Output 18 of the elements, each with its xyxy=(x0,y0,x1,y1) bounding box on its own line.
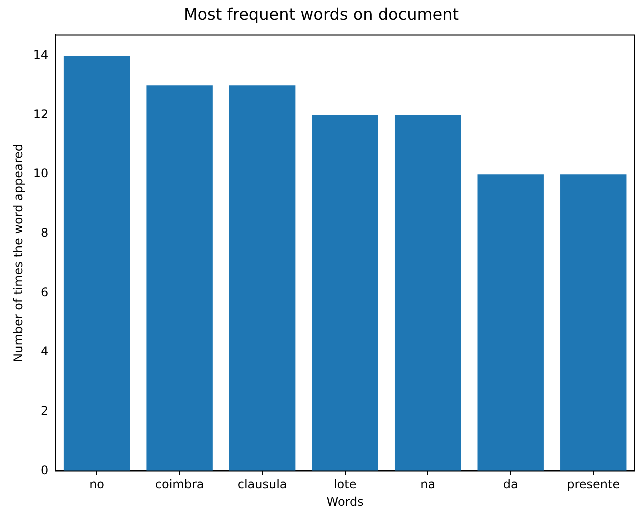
x-tick-label: da xyxy=(503,478,518,492)
chart-title: Most frequent words on document xyxy=(184,4,460,24)
y-tick-label: 4 xyxy=(41,344,49,359)
x-tick-label: lote xyxy=(334,478,357,492)
x-axis-title: Words xyxy=(326,494,364,509)
y-tick-label: 0 xyxy=(41,463,49,478)
y-tick-label: 14 xyxy=(33,48,49,62)
x-tick-label: presente xyxy=(567,478,620,492)
y-axis-title: Number of times the word appeared xyxy=(11,144,26,362)
y-tick-label: 6 xyxy=(41,285,49,300)
x-tick-label: clausula xyxy=(238,478,288,492)
x-tick-label: na xyxy=(420,478,436,492)
y-tick-label: 8 xyxy=(41,226,49,240)
y-tick-label: 12 xyxy=(33,107,49,122)
x-tick-label: coimbra xyxy=(155,478,204,492)
x-tick-label: no xyxy=(90,478,105,492)
y-tick-label: 10 xyxy=(33,166,49,181)
y-tick-label: 2 xyxy=(41,404,49,418)
